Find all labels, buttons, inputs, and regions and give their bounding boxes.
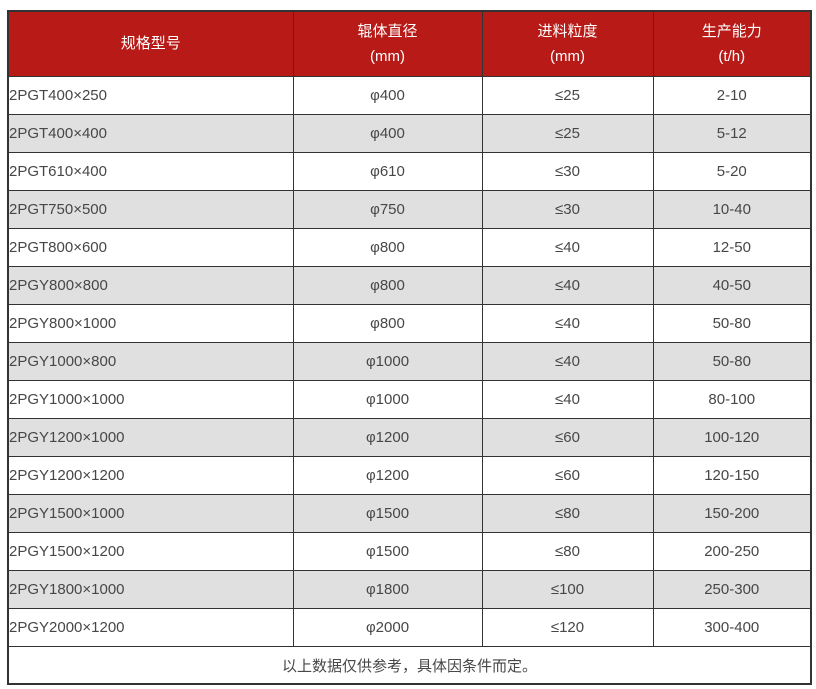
column-unit: (mm) — [370, 48, 405, 65]
value-cell: φ610 — [292, 152, 483, 191]
table-row: 2PGY1500×1000 φ1500 ≤80 150-200 — [7, 494, 812, 533]
value-cell: φ800 — [292, 266, 483, 305]
value-cell: φ1500 — [292, 532, 483, 571]
table-row: 2PGY1500×1200 φ1500 ≤80 200-250 — [7, 532, 812, 571]
value-cell: 250-300 — [652, 570, 812, 609]
value-cell: ≤40 — [481, 266, 654, 305]
spec-table-page: 规格型号 辊体直径 (mm) 进料粒度 (mm) 生产能力 (t/h) 2PGT400×25… — [7, 10, 812, 685]
value-cell: ≤60 — [481, 418, 654, 457]
model-cell: 2PGY1200×1000 — [7, 418, 294, 457]
table-body: 2PGT400×250 φ400 ≤25 2-10 2PGT400×400 φ400 ≤25… — [7, 76, 812, 647]
model-cell: 2PGT750×500 — [7, 190, 294, 229]
model-cell: 2PGY1000×1000 — [7, 380, 294, 419]
value-cell: 120-150 — [652, 456, 812, 495]
model-cell: 2PGY800×800 — [7, 266, 294, 305]
value-cell: 5-12 — [652, 114, 812, 153]
column-unit: (mm) — [550, 48, 585, 65]
model-cell: 2PGY1500×1000 — [7, 494, 294, 533]
value-cell: φ1000 — [292, 380, 483, 419]
value-cell: 5-20 — [652, 152, 812, 191]
value-cell: φ400 — [292, 76, 483, 115]
table-header: 规格型号 辊体直径 (mm) 进料粒度 (mm) 生产能力 (t/h) — [7, 10, 812, 77]
value-cell: ≤40 — [481, 380, 654, 419]
value-cell: 200-250 — [652, 532, 812, 571]
model-cell: 2PGT400×400 — [7, 114, 294, 153]
value-cell: φ1800 — [292, 570, 483, 609]
value-cell: ≤30 — [481, 152, 654, 191]
column-title: 生产能力 — [701, 23, 762, 40]
value-cell: ≤40 — [481, 228, 654, 267]
value-cell: ≤120 — [481, 608, 654, 647]
value-cell: φ2000 — [292, 608, 483, 647]
value-cell: ≤40 — [481, 342, 654, 381]
column-header-feed-size: 进料粒度 (mm) — [481, 10, 654, 77]
table-row: 2PGY2000×1200 φ2000 ≤120 300-400 — [7, 608, 812, 647]
value-cell: ≤25 — [481, 114, 654, 153]
crusher-spec-table: 规格型号 辊体直径 (mm) 进料粒度 (mm) 生产能力 (t/h) 2PGT400×25… — [7, 10, 812, 685]
table-row: 2PGT750×500 φ750 ≤30 10-40 — [7, 190, 812, 229]
table-row: 2PGY1800×1000 φ1800 ≤100 250-300 — [7, 570, 812, 609]
table-row: 2PGY800×1000 φ800 ≤40 50-80 — [7, 304, 812, 343]
table-row: 2PGY1000×800 φ1000 ≤40 50-80 — [7, 342, 812, 381]
model-cell: 2PGT800×600 — [7, 228, 294, 267]
column-unit: (t/h) — [718, 48, 746, 65]
value-cell: 50-80 — [652, 304, 812, 343]
value-cell: 80-100 — [652, 380, 812, 419]
value-cell: ≤60 — [481, 456, 654, 495]
table-footer: 以上数据仅供参考，具体因条件而定。 — [7, 646, 812, 685]
model-cell: 2PGY2000×1200 — [7, 608, 294, 647]
table-row: 2PGY1000×1000 φ1000 ≤40 80-100 — [7, 380, 812, 419]
value-cell: φ750 — [292, 190, 483, 229]
value-cell: φ1200 — [292, 418, 483, 457]
table-row: 2PGY1200×1000 φ1200 ≤60 100-120 — [7, 418, 812, 457]
model-cell: 2PGT400×250 — [7, 76, 294, 115]
value-cell: 40-50 — [652, 266, 812, 305]
value-cell: ≤80 — [481, 494, 654, 533]
model-cell: 2PGY1200×1200 — [7, 456, 294, 495]
value-cell: ≤30 — [481, 190, 654, 229]
value-cell: ≤40 — [481, 304, 654, 343]
value-cell: φ800 — [292, 228, 483, 267]
table-row: 2PGT400×250 φ400 ≤25 2-10 — [7, 76, 812, 115]
table-header-row: 规格型号 辊体直径 (mm) 进料粒度 (mm) 生产能力 (t/h) — [7, 10, 812, 77]
value-cell: 100-120 — [652, 418, 812, 457]
model-cell: 2PGT610×400 — [7, 152, 294, 191]
column-title: 进料粒度 — [537, 23, 598, 40]
value-cell: φ1200 — [292, 456, 483, 495]
value-cell: φ1000 — [292, 342, 483, 381]
model-cell: 2PGY800×1000 — [7, 304, 294, 343]
value-cell: φ400 — [292, 114, 483, 153]
column-header-capacity: 生产能力 (t/h) — [652, 10, 812, 77]
value-cell: ≤25 — [481, 76, 654, 115]
table-row: 2PGY1200×1200 φ1200 ≤60 120-150 — [7, 456, 812, 495]
model-cell: 2PGY1800×1000 — [7, 570, 294, 609]
model-cell: 2PGY1500×1200 — [7, 532, 294, 571]
table-row: 2PGT400×400 φ400 ≤25 5-12 — [7, 114, 812, 153]
footnote-row: 以上数据仅供参考，具体因条件而定。 — [7, 646, 812, 685]
value-cell: φ800 — [292, 304, 483, 343]
value-cell: 150-200 — [652, 494, 812, 533]
value-cell: ≤80 — [481, 532, 654, 571]
value-cell: 50-80 — [652, 342, 812, 381]
column-title: 规格型号 — [120, 35, 181, 52]
value-cell: 12-50 — [652, 228, 812, 267]
table-row: 2PGY800×800 φ800 ≤40 40-50 — [7, 266, 812, 305]
table-row: 2PGT800×600 φ800 ≤40 12-50 — [7, 228, 812, 267]
column-header-roller-diameter: 辊体直径 (mm) — [292, 10, 483, 77]
value-cell: 300-400 — [652, 608, 812, 647]
table-footnote: 以上数据仅供参考，具体因条件而定。 — [7, 646, 812, 685]
model-cell: 2PGY1000×800 — [7, 342, 294, 381]
value-cell: 2-10 — [652, 76, 812, 115]
value-cell: ≤100 — [481, 570, 654, 609]
table-row: 2PGT610×400 φ610 ≤30 5-20 — [7, 152, 812, 191]
column-header-model: 规格型号 — [7, 10, 294, 77]
value-cell: 10-40 — [652, 190, 812, 229]
value-cell: φ1500 — [292, 494, 483, 533]
column-title: 辊体直径 — [357, 23, 418, 40]
